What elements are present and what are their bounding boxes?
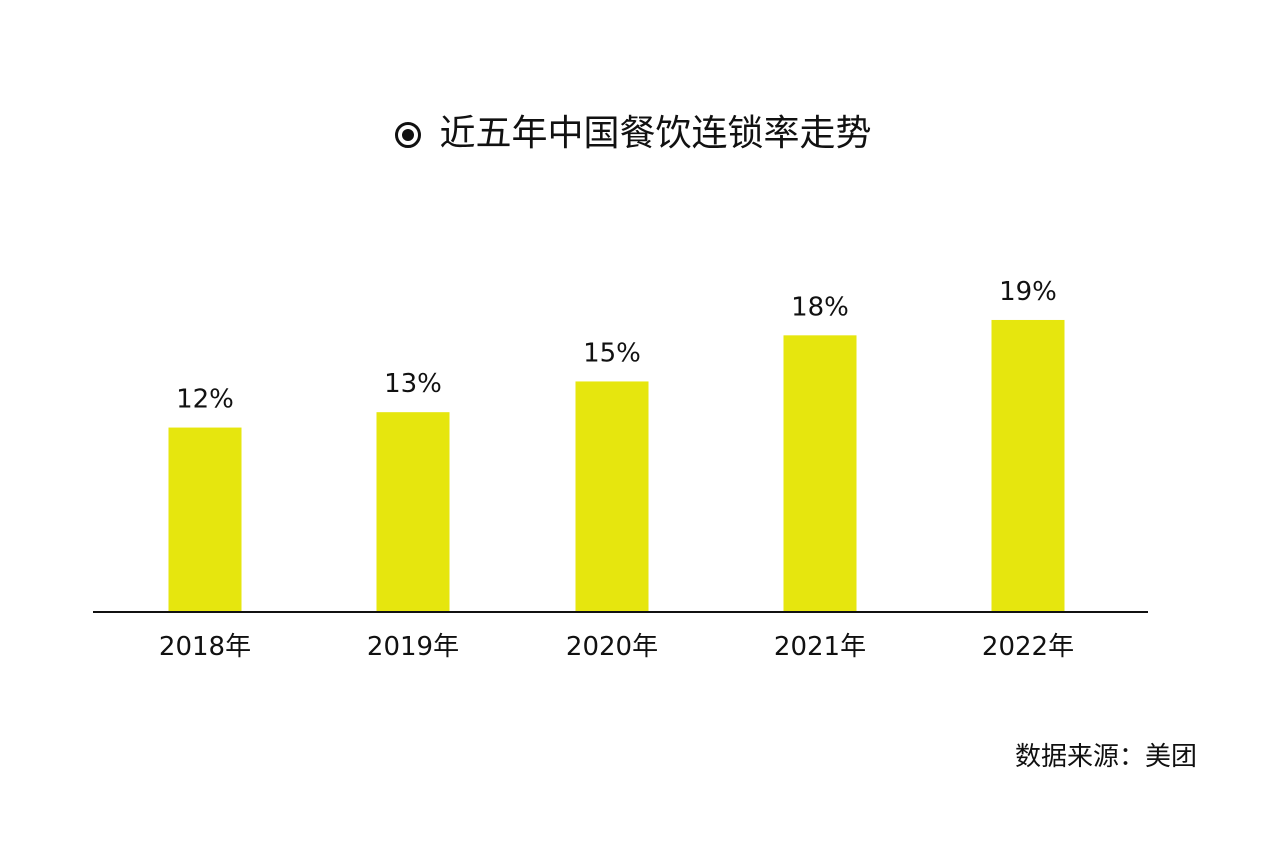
x-tick-label: 2022年 bbox=[982, 632, 1074, 662]
chart-title: 近五年中国餐饮连锁率走势 bbox=[0, 108, 1267, 160]
value-label: 19% bbox=[999, 277, 1057, 307]
chart-title-text: 近五年中国餐饮连锁率走势 bbox=[439, 113, 872, 154]
bullet-icon bbox=[395, 122, 422, 148]
data-source: 数据来源：美团 bbox=[1014, 742, 1197, 772]
bar-2021年 bbox=[783, 335, 857, 612]
bar-2022年 bbox=[991, 319, 1065, 612]
bar-2020年 bbox=[575, 381, 649, 612]
bar-2019年 bbox=[376, 412, 450, 612]
x-tick-label: 2021年 bbox=[774, 632, 866, 662]
value-label: 13% bbox=[384, 369, 442, 399]
x-tick-label: 2019年 bbox=[367, 632, 459, 662]
bar-2018年 bbox=[168, 427, 242, 612]
value-label: 12% bbox=[176, 385, 234, 415]
x-tick-label: 2018年 bbox=[159, 632, 251, 662]
x-tick-label: 2020年 bbox=[566, 632, 658, 662]
value-label: 15% bbox=[583, 338, 641, 368]
value-label: 18% bbox=[791, 292, 849, 322]
